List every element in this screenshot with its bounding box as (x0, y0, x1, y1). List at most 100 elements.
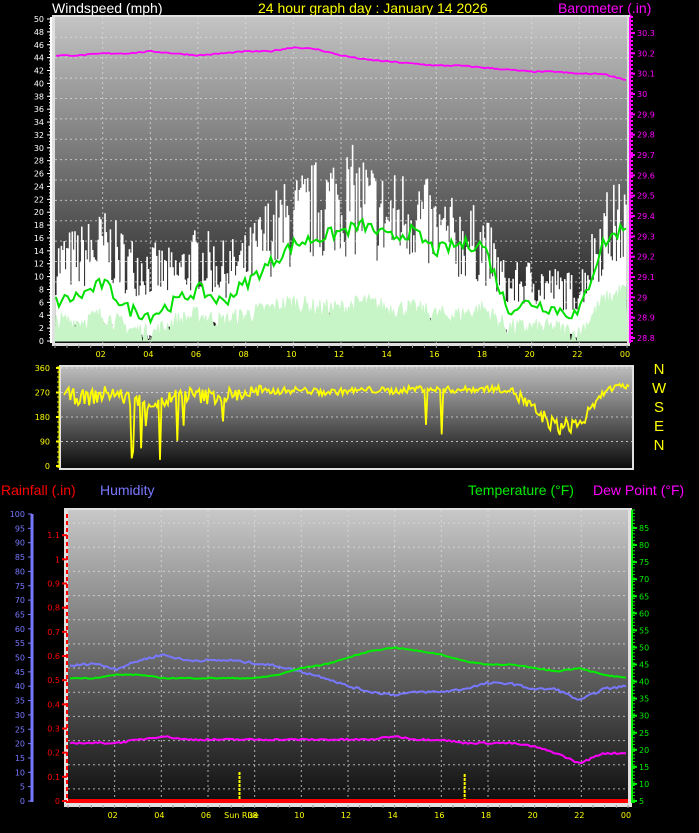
time-tick-label: 14 (382, 350, 392, 359)
temperature-tick-label: 85 (639, 524, 649, 533)
baro-tick-label: 30.1 (637, 70, 655, 79)
direction-tick-label: 360 (35, 364, 50, 373)
wind-tick-label: 38 (34, 92, 44, 101)
time-tick-label: 06 (201, 811, 211, 820)
direction-tick-label: 270 (35, 389, 50, 398)
wind-tick-label: 36 (34, 105, 44, 114)
rain-tick-label: 0.4 (47, 700, 60, 709)
temperature-tick-label: 50 (639, 643, 649, 652)
rain-tick-label: 0.6 (47, 652, 60, 661)
temperature-tick-label: 35 (639, 695, 649, 704)
wind-tick-label: 22 (34, 195, 44, 204)
time-tick-label: 14 (388, 811, 398, 820)
wind-tick-label: 46 (34, 41, 44, 50)
time-tick-label: 22 (574, 811, 584, 820)
time-tick-label: 08 (248, 811, 258, 820)
rain-tick-label: 1.1 (47, 531, 60, 540)
wind-tick-label: 12 (34, 260, 44, 269)
time-tick-label: 00 (620, 350, 630, 359)
wind-speed-series (54, 284, 628, 342)
wind-tick-label: 16 (34, 234, 44, 243)
wind-tick-label: 48 (34, 28, 44, 37)
compass-n-top: N (653, 361, 665, 378)
wind-tick-label: 4 (39, 311, 44, 320)
temperature-tick-label: 45 (639, 661, 649, 670)
compass-e: E (653, 418, 664, 435)
baro-tick-label: 30.3 (637, 29, 655, 38)
temperature-tick-label: 65 (639, 592, 649, 601)
barometer-title: Barometer (.in) (558, 0, 652, 16)
wind-tick-label: 42 (34, 67, 44, 76)
time-tick-label: 04 (154, 811, 164, 820)
wind-tick-label: 34 (34, 118, 44, 127)
humidity-tick-label: 75 (15, 582, 25, 591)
humidity-tick-label: 45 (15, 668, 25, 677)
time-tick-label: 20 (525, 350, 535, 359)
humidity-tick-label: 10 (15, 768, 25, 777)
wind-tick-label: 20 (34, 208, 44, 217)
time-tick-label: 10 (286, 350, 296, 359)
time-tick-label: 18 (481, 811, 491, 820)
time-tick-label: 12 (341, 811, 351, 820)
temperature-tick-label: 75 (639, 558, 649, 567)
compass-labels: N W S E N (652, 360, 666, 455)
humidity-series (69, 653, 627, 701)
wind-tick-label: 8 (39, 285, 44, 294)
time-tick-label: 18 (477, 350, 487, 359)
humidity-tick-label: 40 (15, 682, 25, 691)
wind-tick-label: 50 (34, 15, 44, 24)
temperature-tick-label: 15 (639, 763, 649, 772)
temperature-tick-label: 55 (639, 626, 649, 635)
temp-humidity-rain-chart: 0510152025303540455055606570758085909510… (10, 508, 649, 820)
time-tick-label: 04 (143, 350, 153, 359)
wind-tick-label: 6 (39, 298, 44, 307)
rain-tick-label: 1 (55, 555, 60, 564)
wind-tick-label: 26 (34, 170, 44, 179)
temperature-tick-label: 30 (639, 712, 649, 721)
time-tick-label: 08 (239, 350, 249, 359)
rain-tick-label: 0.1 (47, 773, 60, 782)
humidity-tick-label: 20 (15, 740, 25, 749)
wind-tick-label: 2 (39, 324, 44, 333)
temperature-tick-label: 40 (639, 678, 649, 687)
humidity-tick-label: 80 (15, 567, 25, 576)
baro-tick-label: 28.9 (637, 314, 655, 323)
time-tick-label: 02 (108, 811, 118, 820)
temperature-title: Temperature (°F) (468, 482, 574, 498)
wind-tick-label: 18 (34, 221, 44, 230)
compass-n-bottom: N (653, 437, 665, 454)
time-tick-label: 22 (572, 350, 582, 359)
direction-tick-label: 180 (35, 413, 50, 422)
humidity-tick-label: 95 (15, 524, 25, 533)
time-tick-label: 16 (429, 350, 439, 359)
time-tick-label: 12 (334, 350, 344, 359)
humidity-tick-label: 85 (15, 553, 25, 562)
temperature-tick-label: 25 (639, 729, 649, 738)
rain-tick-label: 0.5 (47, 676, 60, 685)
temperature-tick-label: 70 (639, 575, 649, 584)
rain-title: Rainfall (.in) (1, 482, 76, 498)
humidity-tick-label: 25 (15, 725, 25, 734)
baro-tick-label: 29.9 (637, 110, 655, 119)
time-tick-label: 02 (96, 350, 106, 359)
wind-tick-label: 10 (34, 273, 44, 282)
temperature-tick-label: 60 (639, 609, 649, 618)
baro-tick-label: 30 (637, 90, 647, 99)
wind-tick-label: 28 (34, 157, 44, 166)
humidity-title: Humidity (100, 482, 155, 498)
wind-direction-series (63, 382, 630, 460)
baro-tick-label: 29.5 (637, 192, 655, 201)
baro-tick-label: 29.1 (637, 273, 655, 282)
humidity-tick-label: 100 (10, 510, 25, 519)
wind-average-series (55, 217, 627, 326)
temperature-tick-label: 80 (639, 541, 649, 550)
humidity-tick-label: 30 (15, 711, 25, 720)
wind-tick-label: 14 (34, 247, 44, 256)
baro-tick-label: 29.3 (637, 232, 655, 241)
temperature-tick-label: 5 (639, 797, 644, 806)
baro-tick-label: 28.8 (637, 334, 655, 343)
baro-tick-label: 29.4 (637, 212, 655, 221)
temperature-series (69, 646, 627, 680)
wind-tick-label: 40 (34, 79, 44, 88)
